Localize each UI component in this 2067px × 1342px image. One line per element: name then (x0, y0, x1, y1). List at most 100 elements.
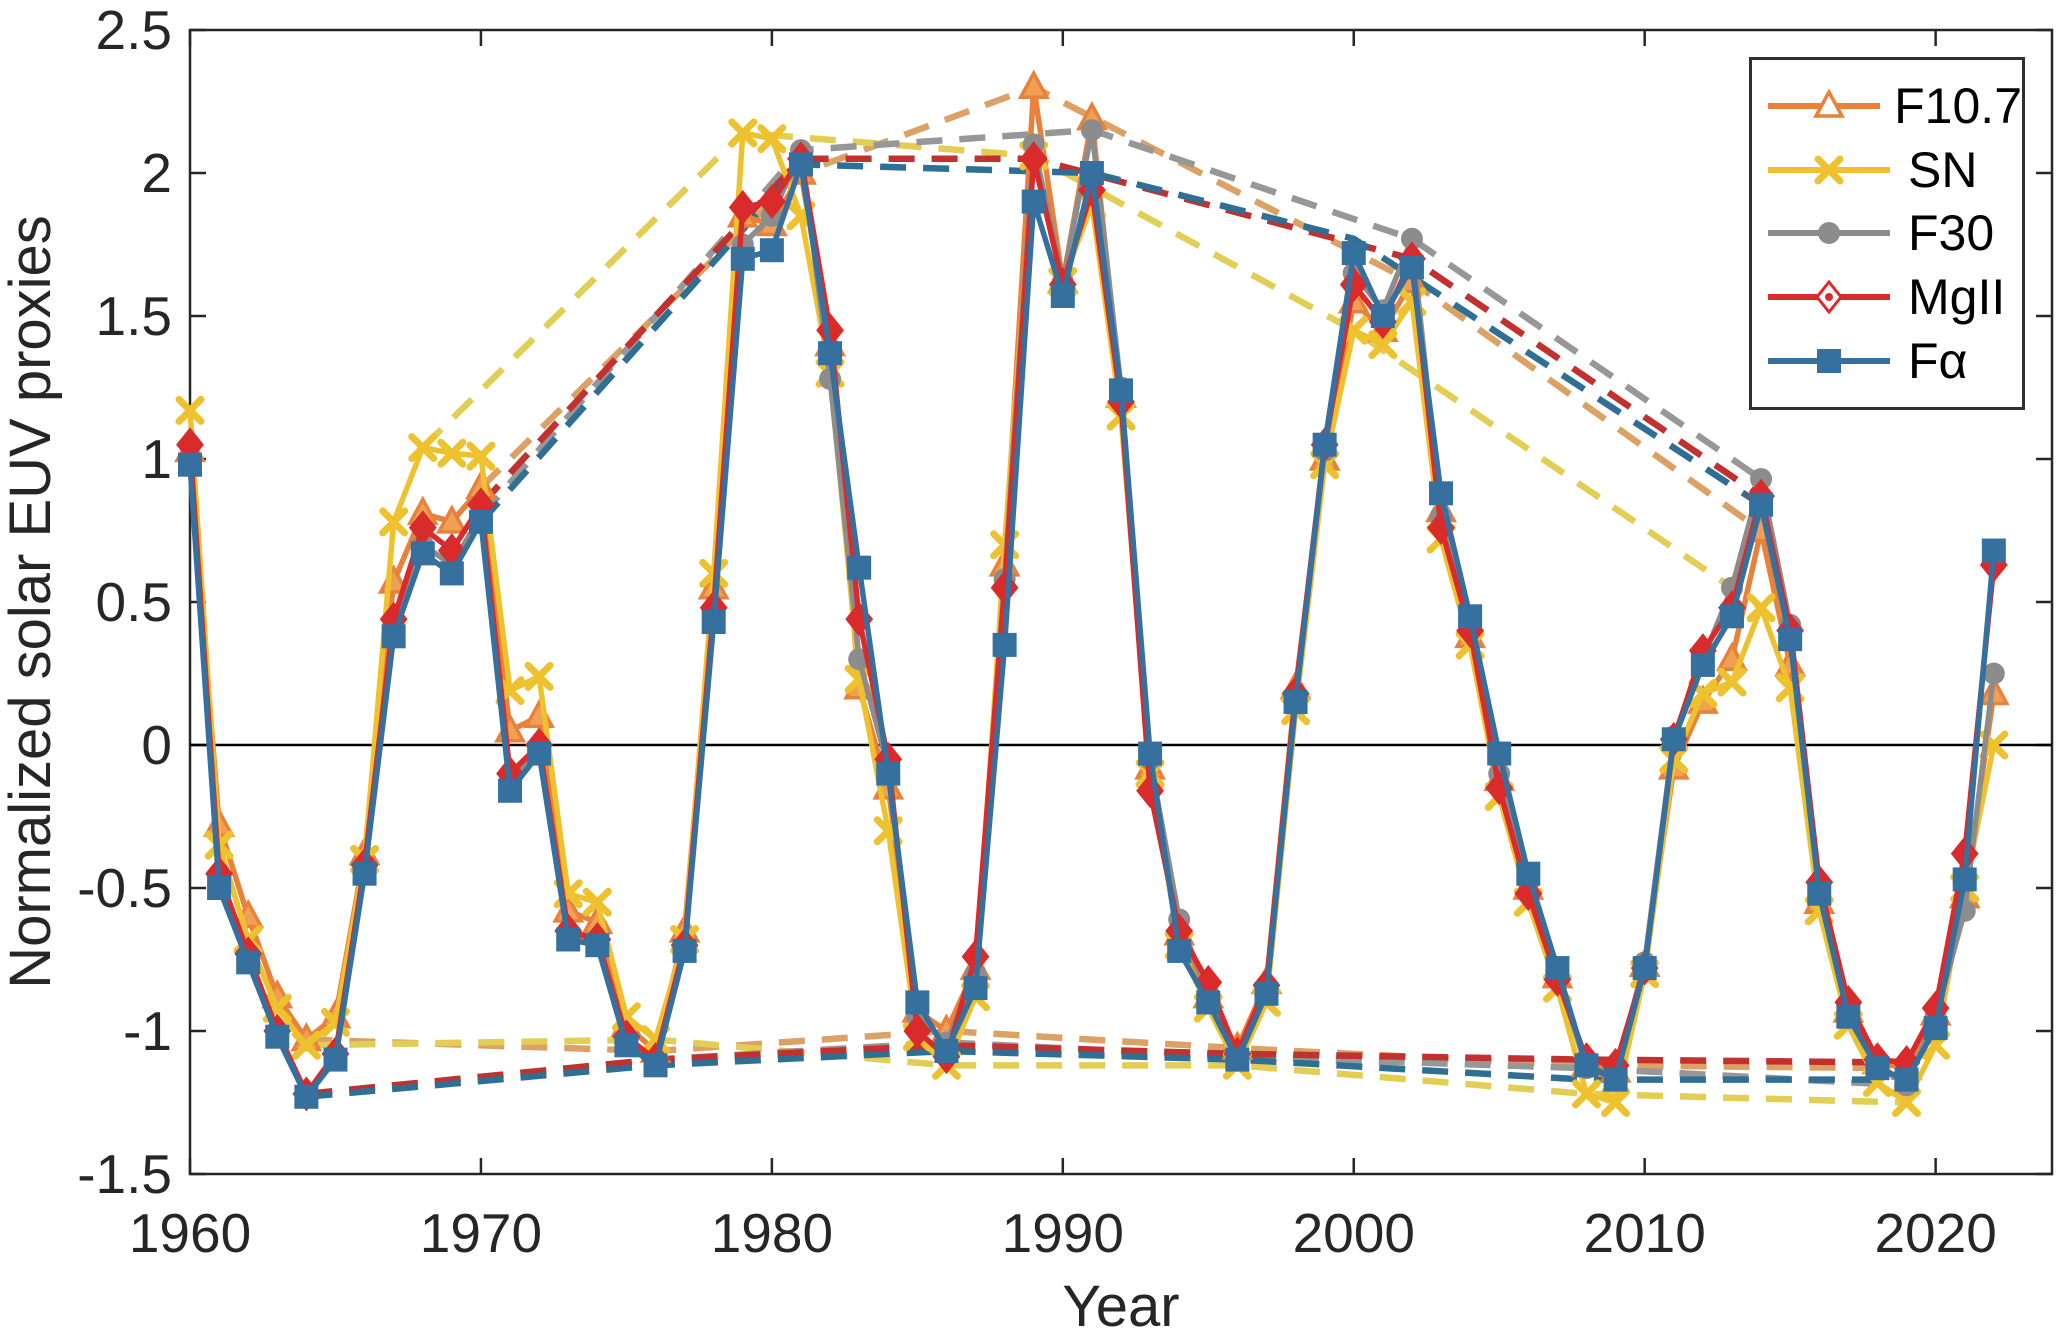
data-point-marker (1814, 155, 1844, 185)
legend-label: F30 (1908, 205, 1995, 262)
data-point-marker (1632, 956, 1657, 981)
data-point-marker (1572, 1079, 1601, 1109)
data-point-marker (1952, 867, 1977, 892)
y-tick-label: 0 (141, 714, 172, 776)
data-point-marker (1601, 1088, 1631, 1117)
series-MgII-minima-dashed-line (306, 1042, 1907, 1098)
series-F30-maxima-dashed-line (478, 126, 1763, 519)
tick-labels-layer: 1960 1970 1980 1990 2000 2010 2020 -1.5 -1 -0.5 0 0… (77, 0, 1997, 1264)
data-point-marker (556, 927, 581, 952)
y-tick-label: 2.5 (96, 0, 172, 61)
data-point-marker (291, 1030, 321, 1060)
data-point-marker (614, 1033, 639, 1058)
data-point-marker (178, 452, 202, 477)
y-tick-label: 2 (141, 142, 172, 204)
series-F10.7-minima-dashed-line (306, 1027, 1907, 1072)
data-point-marker (381, 624, 406, 649)
data-point-marker (1749, 492, 1774, 517)
data-point-marker (934, 1039, 959, 1064)
axes-layer (188, 28, 2054, 1176)
y-tick-label: -0.5 (77, 857, 172, 919)
data-point-marker (1516, 861, 1541, 886)
data-point-marker (468, 509, 493, 534)
data-point-marker (1603, 1067, 1628, 1092)
legend-sample-F30 (1768, 222, 1890, 245)
data-point-marker (1167, 938, 1192, 963)
y-tick-label: 0.5 (96, 571, 172, 633)
legend: F10.7 SN F30 MgII Fα (1749, 57, 2025, 410)
data-point-marker (1370, 304, 1395, 328)
data-point-marker (1429, 481, 1454, 506)
data-point-marker (728, 189, 757, 225)
data-point-marker (527, 741, 552, 766)
data-point-marker (1717, 667, 1747, 697)
data-point-marker (1981, 538, 2006, 563)
x-tick-label: 2020 (1874, 1202, 1996, 1264)
data-point-marker (1818, 222, 1840, 245)
data-point-marker (818, 341, 843, 366)
data-point-marker (643, 1053, 668, 1078)
y-tick-label: -1.5 (77, 1143, 172, 1205)
data-point-marker (1836, 1004, 1861, 1029)
series-Fα-minima-dashed-line (306, 1047, 1907, 1101)
data-point-marker (408, 433, 438, 463)
data-point-marker (410, 541, 435, 566)
legend-item-F30: F30 (1752, 207, 2022, 259)
data-point-marker (498, 778, 523, 803)
data-point-marker (1283, 690, 1308, 715)
data-point-marker (1050, 283, 1075, 308)
data-point-marker (963, 976, 988, 1001)
x-tick-label: 2000 (1293, 1202, 1415, 1264)
data-point-marker (1341, 241, 1366, 266)
data-point-marker (1458, 604, 1483, 629)
y-tick-label: -1 (123, 1000, 172, 1062)
data-point-marker (1690, 652, 1715, 677)
data-point-marker (1368, 330, 1398, 360)
data-point-marker (990, 570, 1019, 606)
legend-label: MgII (1908, 269, 2006, 326)
data-point-marker (1487, 741, 1512, 766)
data-point-marker (323, 1047, 348, 1072)
data-point-marker (1079, 161, 1104, 185)
data-point-marker (728, 118, 758, 148)
data-point-marker (1109, 378, 1133, 403)
data-point-marker (759, 238, 784, 263)
legend-item-F10.7: F10.7 (1752, 80, 2022, 132)
y-tick-label: 1 (141, 428, 172, 490)
legend-sample-F10.7 (1768, 88, 1881, 118)
data-point-marker (730, 246, 755, 271)
data-point-marker (1982, 662, 2005, 685)
data-point-marker (1400, 227, 1423, 250)
data-point-marker (1892, 1088, 1922, 1117)
data-point-marker (1865, 1056, 1890, 1081)
data-point-marker (582, 887, 612, 917)
series-F10.7-maxima-dashed-line (478, 83, 1763, 534)
data-point-marker (1894, 1067, 1919, 1092)
series-Fα-line (187, 161, 1997, 1100)
legend-sample-MgII (1768, 279, 1890, 315)
data-point-marker (992, 632, 1017, 657)
legend-item-MgII: MgII (1752, 271, 2022, 323)
data-point-marker (1138, 741, 1163, 766)
legend-sample-SN (1768, 155, 1890, 185)
series-MgII-maxima-dashed-line (478, 155, 1763, 507)
x-tick-label: 1980 (711, 1202, 833, 1264)
data-point-marker (466, 441, 496, 471)
data-point-marker (1399, 255, 1424, 280)
data-point-marker (847, 555, 872, 580)
data-point-marker (524, 661, 554, 691)
data-point-marker (265, 1024, 290, 1049)
data-point-marker (903, 1013, 932, 1049)
legend-label: SN (1908, 141, 1978, 198)
legend-label: Fα (1908, 333, 1968, 390)
data-point-marker (437, 438, 467, 468)
x-axis-label: Year (1062, 1274, 1179, 1339)
data-point-marker (672, 938, 697, 963)
data-point-marker (1196, 990, 1221, 1015)
data-point-marker (1661, 727, 1686, 752)
data-point-marker (175, 395, 205, 425)
data-point-marker (207, 876, 232, 900)
x-tick-label: 2010 (1584, 1202, 1706, 1264)
